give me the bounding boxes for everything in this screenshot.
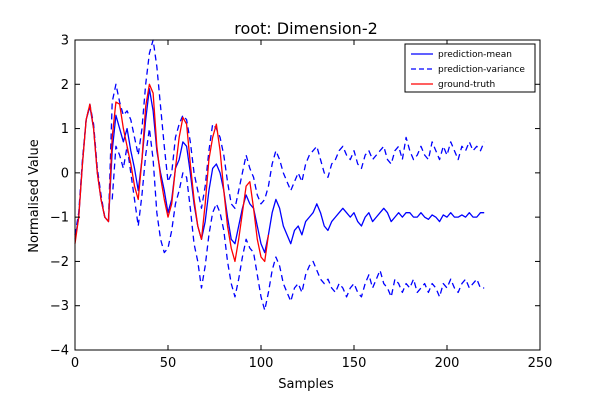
x-axis-label: Samples	[278, 377, 334, 392]
series-layer	[74, 39, 485, 311]
series-line-2	[111, 127, 485, 311]
y-tick-label: −4	[50, 344, 69, 359]
ticks-layer: 0 50 100 150 200 250 −4 −3 −2 −1 0 1 2 3	[50, 34, 553, 372]
y-tick-label: −3	[50, 299, 69, 314]
series-line-0	[74, 88, 485, 254]
x-tick-label: 100	[249, 356, 274, 371]
series-line-1	[74, 39, 485, 235]
y-axis-label: Normalised Value	[27, 139, 42, 253]
series-line-3	[74, 83, 270, 263]
legend: prediction-mean prediction-variance ground…	[404, 43, 536, 93]
y-tick-label: 2	[61, 78, 69, 93]
legend-label-1: prediction-variance	[438, 65, 525, 75]
y-tick-label: 1	[61, 122, 69, 137]
chart-title: root: Dimension-2	[234, 19, 378, 38]
y-tick-label: −1	[50, 211, 69, 226]
x-tick-label: 150	[342, 356, 367, 371]
legend-label-2: ground-truth	[438, 80, 495, 90]
x-tick-label: 0	[71, 356, 79, 371]
legend-label-0: prediction-mean	[438, 50, 512, 60]
plot-frame	[74, 39, 541, 351]
y-tick-label: −2	[50, 255, 69, 270]
y-tick-label: 3	[61, 34, 69, 49]
x-tick-label: 50	[160, 356, 177, 371]
x-tick-label: 250	[528, 356, 553, 371]
y-tick-label: 0	[61, 166, 69, 181]
x-tick-label: 200	[435, 356, 460, 371]
